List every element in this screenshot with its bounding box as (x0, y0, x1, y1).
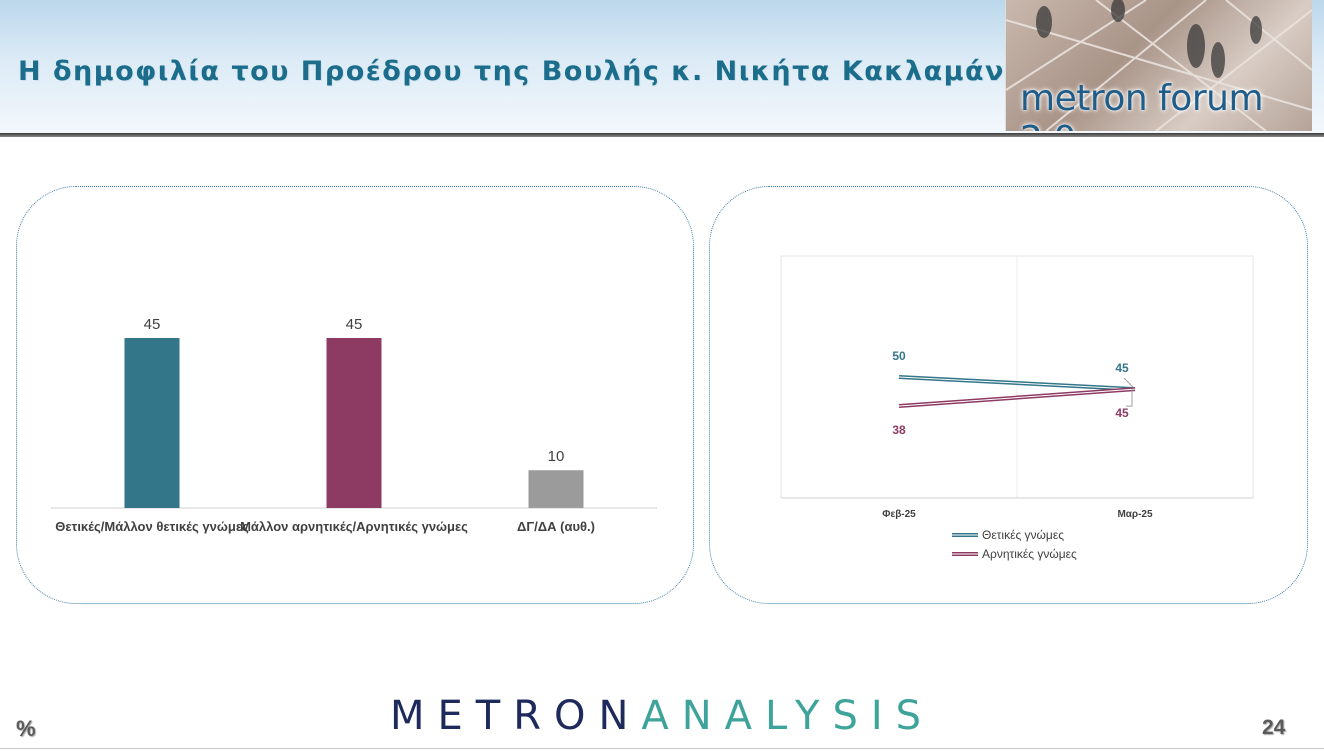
line-point-label-2-2: 45 (1115, 406, 1129, 420)
unit-label: % (16, 716, 36, 741)
footer-divider (0, 748, 1324, 749)
bar-3 (528, 470, 584, 508)
line-leader-2 (1126, 389, 1133, 407)
bar-value-label-3: 10 (548, 448, 565, 465)
line-category-label-1: Φεβ-25 (882, 509, 916, 520)
bar-value-label-1: 45 (144, 316, 161, 333)
bar-value-label-2: 45 (346, 316, 363, 333)
line-chart: Φεβ-25 Μαρ-25 50 45 38 45 Θετικές γνώμες Αρνητι… (780, 255, 1254, 561)
line-point-label-1-1: 50 (892, 349, 906, 363)
line-series-2-inner (898, 388, 1136, 407)
logo-text: metron forum 2.0 (1020, 78, 1264, 131)
bar-category-label-2: Μάλλον αρνητικές/Αρνητικές γνώμες (240, 519, 468, 534)
brand-part2: ANALYSIS (641, 693, 935, 739)
bar-chart-panel: 45 Θετικές/Μάλλον θετικές γνώμες 45 Μάλλον … (16, 186, 694, 604)
logo-background-image (1006, 0, 1312, 131)
line-point-label-2-1: 38 (892, 423, 906, 437)
bar-2 (326, 338, 382, 508)
header-divider (0, 133, 1324, 137)
legend-label-1: Θετικές γνώμες (982, 528, 1064, 542)
bar-chart: 45 Θετικές/Μάλλον θετικές γνώμες 45 Μάλλον … (51, 316, 657, 534)
brand-part1: METRON (389, 693, 642, 739)
page-number: 24 (1262, 716, 1286, 739)
metron-forum-logo: metron forum 2.0 (1005, 0, 1312, 131)
legend-label-2: Αρνητικές γνώμες (982, 547, 1077, 561)
legend-item-2: Αρνητικές γνώμες (952, 547, 1077, 561)
line-chart-panel: Φεβ-25 Μαρ-25 50 45 38 45 Θετικές γνώμες Αρνητι… (709, 186, 1308, 604)
metron-analysis-logo: METRONANALYSIS (0, 693, 1324, 739)
line-series-1-inner (898, 376, 1136, 390)
page-title: Η δημοφιλία του Προέδρου της Βουλής κ. Ν… (18, 56, 1026, 87)
line-point-label-1-2: 45 (1115, 361, 1129, 375)
line-category-label-2: Μαρ-25 (1117, 509, 1153, 520)
legend-item-1: Θετικές γνώμες (952, 528, 1064, 542)
bar-category-label-3: ΔΓ/ΔΑ (αυθ.) (517, 519, 595, 534)
bar-category-label-1: Θετικές/Μάλλον θετικές γνώμες (55, 519, 249, 534)
bar-1 (124, 338, 180, 508)
